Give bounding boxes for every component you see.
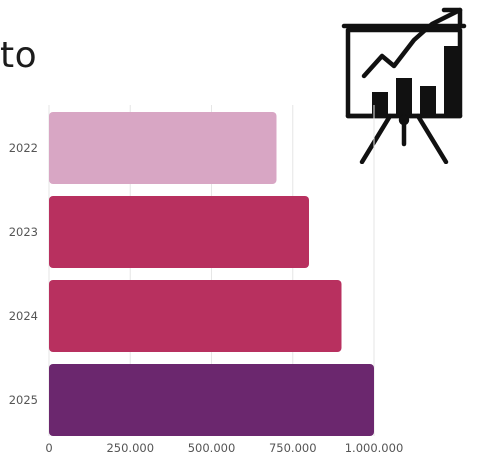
bar-2024 — [49, 280, 342, 352]
y-tick-label: 2023 — [9, 225, 38, 239]
x-tick-label: 250.000 — [106, 441, 154, 455]
x-tick-label: 750.000 — [269, 441, 317, 455]
presentation-board-icon — [341, 7, 467, 164]
bar-2025 — [49, 364, 374, 436]
axis-labels: 0 250.000 500.000 750.000 1.000.000 2022 2023 2… — [9, 141, 404, 455]
title-fragment: to — [0, 35, 38, 76]
bar-2022 — [49, 112, 277, 184]
x-tick-label: 500.000 — [188, 441, 236, 455]
bars — [49, 112, 374, 436]
y-tick-label: 2024 — [9, 309, 38, 323]
y-tick-label: 2025 — [9, 393, 38, 407]
bar-2023 — [49, 196, 309, 268]
x-tick-label: 0 — [45, 441, 52, 455]
x-tick-label: 1.000.000 — [345, 441, 404, 455]
y-tick-label: 2022 — [9, 141, 38, 155]
